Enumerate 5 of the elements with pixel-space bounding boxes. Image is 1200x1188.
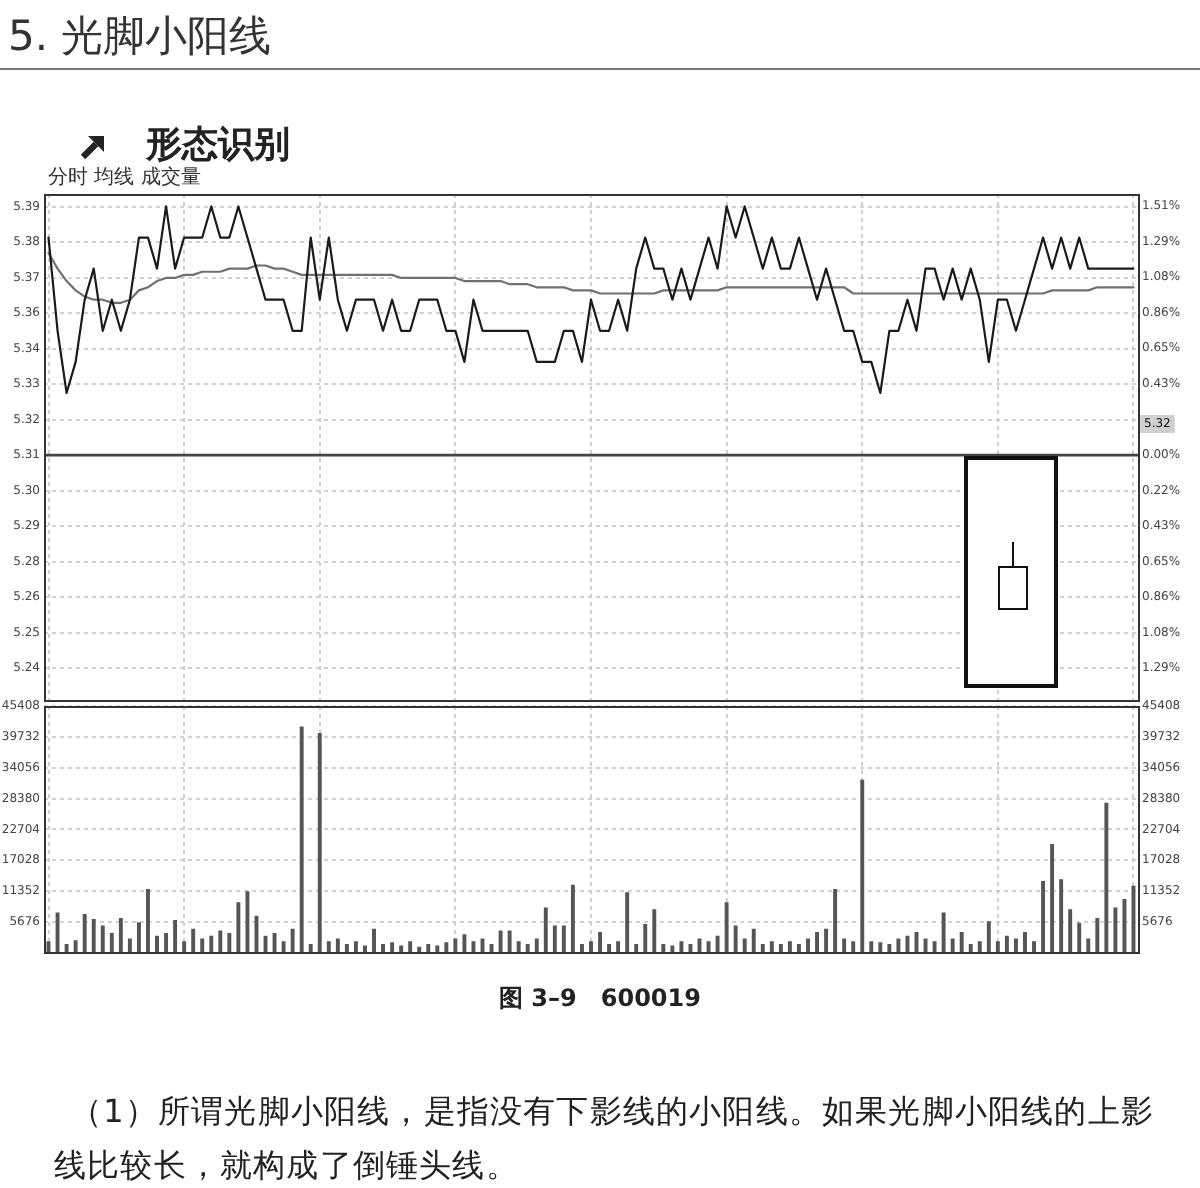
chart-subtitle: 形态识别 [146, 122, 290, 166]
text: （1）所谓光脚小阳线，是指没有下影线的小阳线。如果光脚小阳线的上影线比较长，就构成了倒锤头线。 [54, 1090, 1156, 1188]
caption: 图 3–9 600019 [497, 982, 703, 1014]
text: 分时 均线 成交量 [48, 165, 201, 190]
chart-title: 5. 光脚小阳线 [8, 10, 272, 62]
